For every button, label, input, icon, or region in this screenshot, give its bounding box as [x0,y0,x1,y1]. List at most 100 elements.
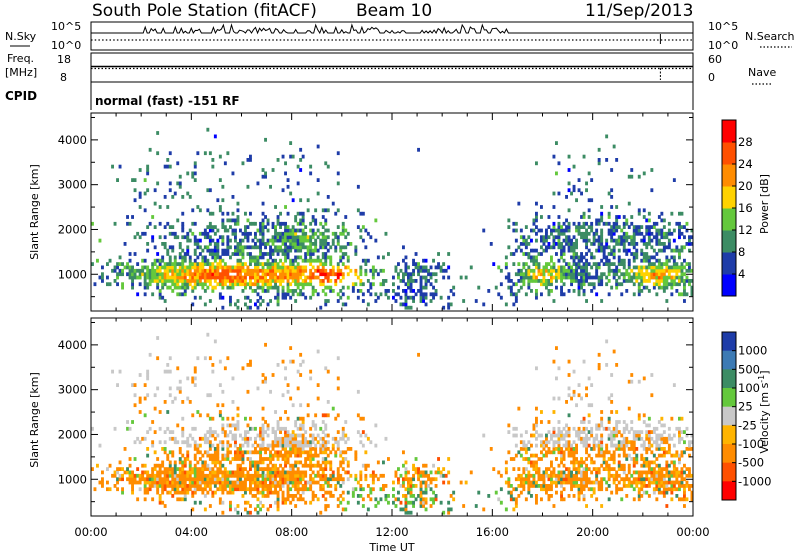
power-cell [673,259,676,263]
power-cell [530,256,533,260]
power-cell [533,222,536,226]
velocity-cell [517,474,520,478]
power-cell [628,262,631,266]
power-cell [156,182,159,186]
velocity-cell [237,413,240,417]
velocity-cell [304,471,307,475]
power-cell [374,292,377,296]
power-cell [530,229,533,233]
power-cell [638,225,641,229]
velocity-cell [372,487,375,491]
power-cell [257,279,260,283]
power-cell [324,292,327,296]
velocity-cell [625,444,628,448]
power-cell [327,256,330,260]
velocity-cell [412,484,415,488]
velocity-cell [294,420,297,424]
power-cell [144,266,147,270]
power-cell [309,172,312,176]
power-cell [598,148,601,152]
velocity-cell [327,491,330,495]
power-cell [568,229,571,233]
power-cell [435,279,438,283]
power-cell [272,262,275,266]
power-cell [189,239,192,243]
power-cell [139,272,142,276]
velocity-cell [244,417,247,421]
power-cell [640,279,643,283]
power-cell [608,245,611,249]
power-cell [264,172,267,176]
power-cell [650,272,653,276]
power-cell [658,239,661,243]
velocity-cell [262,477,265,481]
velocity-cell [194,377,197,381]
power-cell [660,232,663,236]
velocity-cell [492,467,495,471]
velocity-cell [568,413,571,417]
power-cell [189,229,192,233]
velocity-cell [605,461,608,465]
power-cell [608,222,611,226]
velocity-cell [337,440,340,444]
power-cell [304,235,307,239]
power-cell [282,188,285,192]
velocity-cell [216,481,219,485]
power-cell [322,272,325,276]
power-cell [510,252,513,256]
velocity-cell [425,484,428,488]
velocity-cell [247,457,250,461]
velocity-cell [605,450,608,454]
power-cell [530,276,533,280]
power-cell [264,269,267,273]
power-cell [234,276,237,280]
velocity-cell [264,377,267,381]
power-cell [425,303,428,307]
velocity-cell [226,474,229,478]
power-cell [206,208,209,212]
velocity-cell [595,481,598,485]
power-cell [520,272,523,276]
velocity-cell [344,434,347,438]
power-cell [302,272,305,276]
power-cell [254,259,257,263]
power-cell [229,245,232,249]
velocity-cell [605,464,608,468]
power-cell [595,276,598,280]
power-cell [369,282,372,286]
velocity-cell [159,410,162,414]
velocity-cell [670,461,673,465]
power-cell [307,282,310,286]
velocity-cell [681,437,684,441]
power-cell [670,269,673,273]
velocity-cell [257,434,260,438]
power-cell [683,235,686,239]
power-cell [681,292,684,296]
power-cell [237,252,240,256]
power-cell [520,229,523,233]
power-cell [660,272,663,276]
power-cell [194,249,197,253]
power-cell [548,242,551,246]
velocity-cell [249,467,252,471]
power-cell [254,245,257,249]
power-cell [425,276,428,280]
velocity-cell [181,434,184,438]
velocity-cell [319,474,322,478]
velocity-cell [196,444,199,448]
velocity-cell [600,454,603,458]
power-cell [357,289,360,293]
power-cell [362,299,365,303]
velocity-cell [655,427,658,431]
velocity-cell [196,356,199,360]
velocity-cell [254,477,257,481]
power-cell [156,286,159,290]
power-cell [686,222,689,226]
power-cell [216,282,219,286]
power-cell [121,262,124,266]
power-cell [563,229,566,233]
velocity-cell [385,494,388,498]
velocity-cell [186,437,189,441]
power-cell [635,279,638,283]
power-cell [267,289,270,293]
